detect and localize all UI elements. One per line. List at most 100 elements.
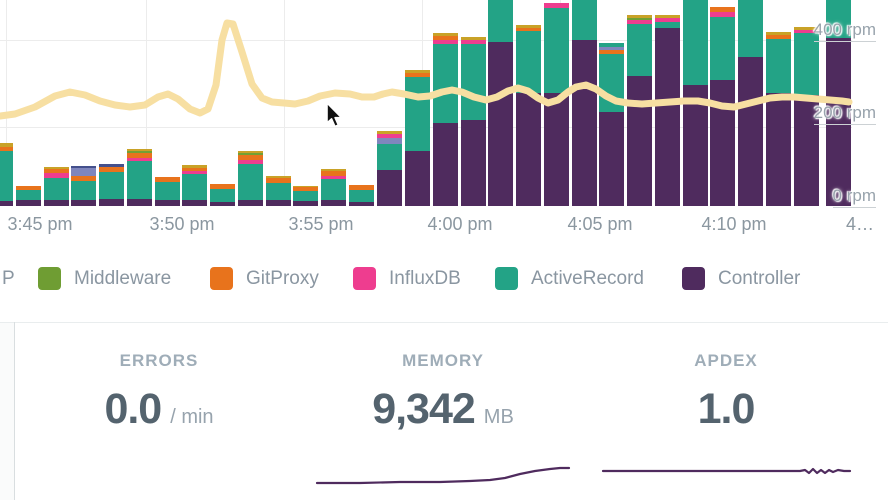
stacked-bar-12[interactable]: [321, 169, 346, 206]
x-axis-label-5: 4:10 pm: [701, 214, 767, 234]
bar-segment-orange: [210, 184, 235, 189]
bar-segment-gold: [627, 15, 652, 18]
bar-segment-pink: [544, 3, 569, 8]
stacked-bar-15[interactable]: [405, 70, 430, 206]
stacked-bar-6[interactable]: [155, 177, 180, 206]
bar-segment-orange: [99, 167, 124, 172]
legend-item-gitproxy[interactable]: GitProxy: [210, 266, 319, 291]
bar-segment-gold: [182, 165, 207, 168]
bar-segment-orange: [238, 155, 263, 160]
stacked-bar-9[interactable]: [238, 151, 263, 206]
bar-segment-pink: [321, 176, 346, 179]
bar-segment-slate: [71, 168, 96, 176]
legend-label: P: [2, 267, 15, 289]
legend-item-p[interactable]: P: [2, 266, 15, 291]
bar-segment-pink: [182, 171, 207, 174]
bar-segment-orange: [44, 169, 69, 173]
throughput-chart[interactable]: [0, 0, 888, 206]
bar-segment-teal: [155, 182, 180, 200]
bar-segment-purple: [182, 200, 207, 206]
bar-segment-teal: [572, 0, 597, 40]
stacked-bar-22[interactable]: [599, 43, 624, 206]
x-axis-label-4: 4:05 pm: [567, 214, 633, 234]
bar-segment-teal: [738, 0, 763, 57]
x-axis-label-1: 3:50 pm: [149, 214, 215, 234]
bar-segment-navy: [71, 166, 96, 168]
bar-segment-orange: [16, 186, 41, 190]
bar-segment-pink: [627, 20, 652, 24]
stacked-bar-2[interactable]: [44, 167, 69, 206]
y-axis-label-0: 400 rpm: [813, 21, 876, 42]
legend-label: Middleware: [74, 267, 172, 289]
bar-segment-teal: [544, 8, 569, 93]
legend-item-controller[interactable]: Controller: [682, 266, 800, 291]
stacked-bar-19[interactable]: [516, 25, 541, 206]
bar-segment-teal: [293, 191, 318, 201]
stacked-bar-16[interactable]: [433, 33, 458, 206]
stacked-bar-28[interactable]: [766, 32, 791, 206]
metric-title: APDEX: [694, 351, 758, 370]
stacked-bar-20[interactable]: [544, 3, 569, 206]
bar-segment-teal: [433, 44, 458, 123]
bar-segment-gold: [377, 131, 402, 134]
bar-segment-purple: [293, 201, 318, 206]
bar-segment-green: [627, 18, 652, 20]
stacked-bar-13[interactable]: [349, 185, 374, 206]
stacked-bar-27[interactable]: [738, 0, 763, 206]
stacked-bar-7[interactable]: [182, 165, 207, 206]
stacked-bar-8[interactable]: [210, 184, 235, 206]
bar-segment-purple: [155, 200, 180, 206]
metric-unit: / min: [170, 406, 214, 428]
stacked-bar-18[interactable]: [488, 0, 513, 206]
bar-segment-gold: [0, 143, 13, 147]
bar-segment-gold: [766, 32, 791, 35]
stacked-bar-5[interactable]: [127, 149, 152, 206]
stacked-bar-21[interactable]: [572, 0, 597, 206]
bar-segment-orange: [266, 178, 291, 183]
legend-item-activerecord[interactable]: ActiveRecord: [495, 266, 644, 291]
stacked-bar-11[interactable]: [293, 186, 318, 206]
bar-segment-teal: [99, 172, 124, 199]
stacked-bar-4[interactable]: [99, 164, 124, 206]
bar-segment-purple: [16, 200, 41, 206]
bar-segment-purple: [127, 199, 152, 206]
stacked-bar-17[interactable]: [461, 37, 486, 206]
bar-segment-orange: [71, 176, 96, 181]
bar-segment-gold: [655, 15, 680, 18]
legend-label: GitProxy: [246, 267, 319, 289]
stacked-bar-26[interactable]: [710, 7, 735, 206]
stacked-bar-10[interactable]: [266, 176, 291, 206]
bar-segment-purple: [238, 200, 263, 206]
bar-segment-purple: [433, 123, 458, 206]
stacked-bar-1[interactable]: [16, 186, 41, 206]
y-axis-label-1: 200 rpm: [813, 104, 876, 125]
stacked-bar-0[interactable]: [0, 143, 13, 206]
bar-segment-purple: [99, 199, 124, 206]
metric-value: 1.0: [697, 385, 756, 433]
bar-segment-purple: [321, 200, 346, 206]
stacked-bar-25[interactable]: [683, 0, 708, 206]
bar-segment-purple: [0, 201, 13, 206]
bar-segment-orange: [155, 177, 180, 182]
bar-segment-green: [238, 153, 263, 155]
metric-card-apdex[interactable]: APDEX 1.0: [586, 351, 866, 434]
legend-label: Controller: [718, 267, 801, 289]
bar-segment-purple: [71, 200, 96, 206]
bar-segment-purple: [349, 202, 374, 206]
metric-card-errors[interactable]: ERRORS 0.0 / min: [19, 351, 299, 434]
stacked-bar-24[interactable]: [655, 15, 680, 206]
stacked-bar-23[interactable]: [627, 15, 652, 206]
stacked-bar-3[interactable]: [71, 166, 96, 206]
stacked-bar-14[interactable]: [377, 131, 402, 206]
bar-segment-gold: [321, 169, 346, 171]
bar-segment-teal: [461, 44, 486, 120]
bar-segment-orange: [127, 153, 152, 158]
legend-swatch: [682, 267, 705, 290]
bar-segment-pink: [377, 134, 402, 138]
legend-item-middleware[interactable]: Middleware: [38, 266, 171, 291]
bar-segment-orange: [293, 187, 318, 191]
legend-item-influxdb[interactable]: InfluxDB: [353, 266, 461, 291]
bar-segment-orange: [349, 185, 374, 190]
metric-card-memory[interactable]: MEMORY 9,342 MB: [303, 351, 583, 434]
